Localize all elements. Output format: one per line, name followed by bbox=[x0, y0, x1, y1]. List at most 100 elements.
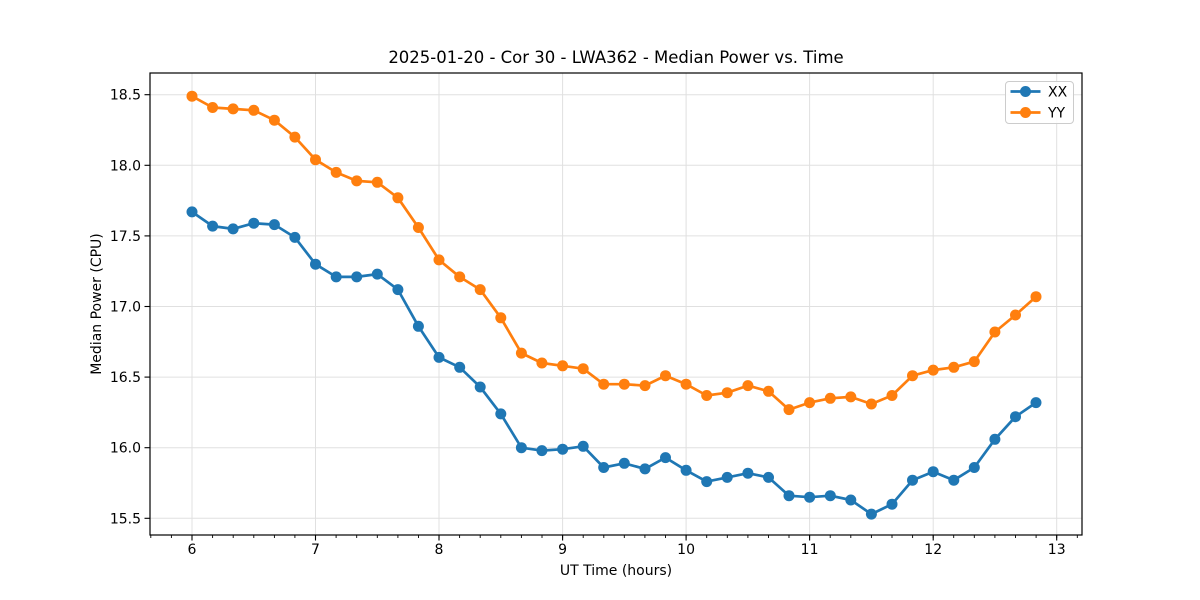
y-tick-label: 16.5 bbox=[110, 370, 141, 386]
data-point-XX bbox=[989, 433, 1001, 445]
data-point-YY bbox=[310, 154, 321, 166]
data-point-XX bbox=[248, 217, 260, 229]
data-point-XX bbox=[515, 442, 527, 454]
x-tick-label: 9 bbox=[558, 542, 567, 558]
x-tick-label: 11 bbox=[801, 542, 819, 558]
data-point-YY bbox=[536, 357, 548, 369]
data-point-YY bbox=[392, 192, 404, 204]
data-point-YY bbox=[742, 380, 754, 392]
data-point-XX bbox=[207, 220, 219, 232]
data-point-XX bbox=[927, 466, 939, 478]
data-point-XX bbox=[1030, 397, 1042, 409]
x-tick-label: 8 bbox=[435, 542, 444, 558]
data-point-YY bbox=[598, 378, 610, 390]
data-point-YY bbox=[927, 364, 939, 376]
data-point-YY bbox=[289, 131, 301, 143]
data-point-YY bbox=[474, 284, 486, 296]
x-tick-label: 13 bbox=[1048, 542, 1066, 558]
data-point-XX bbox=[824, 490, 836, 502]
data-point-YY bbox=[660, 370, 671, 382]
y-tick-label: 18.5 bbox=[110, 88, 141, 104]
legend-label-XX: XX bbox=[1048, 85, 1068, 101]
series-line-YY bbox=[191, 95, 1037, 411]
x-axis-label: UT Time (hours) bbox=[559, 563, 673, 579]
x-tick-label: 10 bbox=[677, 542, 695, 558]
data-point-XX bbox=[536, 445, 548, 457]
data-point-XX bbox=[660, 452, 671, 464]
data-point-XX bbox=[701, 476, 713, 488]
data-point-YY bbox=[763, 385, 774, 397]
data-point-YY bbox=[412, 222, 424, 233]
data-point-YY bbox=[804, 397, 816, 409]
data-point-XX bbox=[783, 490, 795, 502]
data-point-XX bbox=[804, 491, 816, 503]
data-point-XX bbox=[598, 462, 610, 473]
data-point-XX bbox=[865, 508, 877, 520]
data-point-XX bbox=[639, 463, 651, 475]
y-tick-label: 15.5 bbox=[110, 511, 141, 527]
data-point-XX bbox=[474, 381, 486, 393]
data-point-YY bbox=[948, 361, 960, 373]
y-tick-label: 17.0 bbox=[110, 300, 141, 316]
data-point-XX bbox=[886, 498, 898, 510]
data-point-YY bbox=[907, 370, 918, 382]
data-point-XX bbox=[742, 467, 754, 479]
data-point-XX bbox=[186, 206, 198, 218]
x-tick-label: 12 bbox=[924, 542, 942, 558]
legend-marker-YY bbox=[1020, 107, 1031, 118]
data-point-XX bbox=[907, 474, 918, 486]
legend-marker-XX bbox=[1020, 86, 1031, 97]
data-point-XX bbox=[968, 462, 980, 473]
y-tick-label: 16.0 bbox=[110, 441, 141, 457]
data-point-XX bbox=[371, 268, 383, 280]
data-point-YY bbox=[1030, 291, 1042, 303]
data-point-YY bbox=[557, 360, 569, 372]
data-point-XX bbox=[948, 474, 960, 486]
y-axis-label: Median Power (CPU) bbox=[89, 233, 105, 375]
legend: XX YY bbox=[1005, 81, 1074, 124]
data-point-YY bbox=[824, 392, 836, 404]
data-point-YY bbox=[515, 347, 527, 359]
data-point-YY bbox=[371, 176, 383, 188]
series-YY bbox=[186, 90, 1042, 416]
data-point-YY bbox=[989, 326, 1001, 338]
gridlines bbox=[150, 73, 1082, 535]
data-point-YY bbox=[186, 90, 198, 102]
data-point-XX bbox=[721, 471, 733, 483]
data-point-YY bbox=[845, 391, 857, 403]
axis-ticks bbox=[144, 94, 1078, 541]
data-point-XX bbox=[763, 471, 774, 483]
y-tick-label: 18.0 bbox=[110, 158, 141, 174]
data-point-XX bbox=[577, 440, 589, 452]
legend-label-YY: YY bbox=[1047, 106, 1066, 122]
data-point-YY bbox=[618, 378, 630, 390]
data-point-YY bbox=[330, 166, 342, 178]
data-point-YY bbox=[886, 390, 898, 401]
data-point-YY bbox=[268, 114, 280, 126]
data-point-XX bbox=[454, 361, 466, 373]
series-XX bbox=[186, 206, 1042, 520]
tick-labels: 6 7 8 9 10 11 12 13 15.5 16.0 16.5 17.0 17.5 18.0 18.5 bbox=[110, 88, 1066, 558]
chart-title: 2025-01-20 - Cor 30 - LWA362 - Median Po… bbox=[388, 48, 844, 67]
data-point-YY bbox=[701, 390, 713, 401]
data-point-YY bbox=[433, 254, 445, 266]
data-point-XX bbox=[433, 351, 445, 363]
y-tick-label: 17.5 bbox=[110, 229, 141, 245]
data-point-YY bbox=[207, 102, 219, 113]
series-line-XX bbox=[191, 210, 1037, 516]
data-point-YY bbox=[721, 387, 733, 399]
data-point-YY bbox=[968, 356, 980, 368]
data-point-YY bbox=[639, 380, 651, 392]
data-point-YY bbox=[680, 378, 692, 390]
data-point-YY bbox=[1010, 309, 1021, 321]
data-point-XX bbox=[1010, 411, 1021, 423]
data-point-YY bbox=[227, 103, 239, 115]
data-point-XX bbox=[227, 223, 239, 235]
data-point-YY bbox=[248, 104, 260, 116]
data-point-XX bbox=[289, 231, 301, 243]
data-point-XX bbox=[557, 443, 569, 455]
data-point-XX bbox=[495, 408, 507, 420]
data-point-YY bbox=[495, 312, 507, 324]
data-point-XX bbox=[392, 284, 404, 296]
